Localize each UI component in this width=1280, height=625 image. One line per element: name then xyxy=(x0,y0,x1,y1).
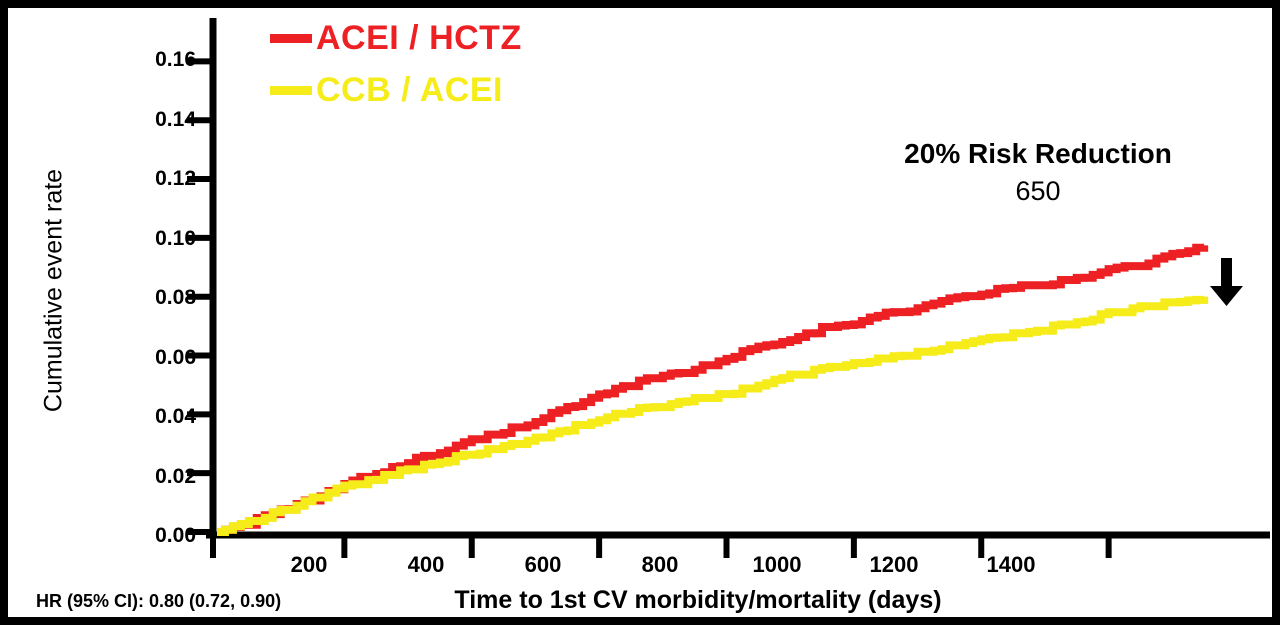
hazard-ratio-footnote: HR (95% CI): 0.80 (0.72, 0.90) xyxy=(36,591,282,611)
line-swatch-yellow xyxy=(270,85,312,95)
series-line-acei-hctz xyxy=(217,243,1209,536)
legend-label: CCB / ACEI xyxy=(316,71,503,109)
xtick-label: 1000 xyxy=(752,552,802,577)
chart-legend: ACEI / HCTZ CCB / ACEI xyxy=(270,12,790,116)
xtick-label: 1400 xyxy=(986,552,1036,577)
risk-reduction-count: 650 xyxy=(1015,176,1061,206)
xtick-label: 600 xyxy=(524,552,562,577)
legend-entry-acei-hctz[interactable]: ACEI / HCTZ xyxy=(270,12,790,64)
ytick-label: 0.04 xyxy=(155,405,196,428)
x-axis-ticks xyxy=(210,536,1112,558)
down-arrow-icon xyxy=(1210,258,1243,306)
y-axis-title: Cumulative event rate xyxy=(39,168,68,413)
x-axis-title: Time to 1st CV morbidity/mortality (days… xyxy=(454,586,942,614)
xtick-label: 200 xyxy=(290,552,328,577)
xtick-label: 800 xyxy=(641,552,679,577)
ytick-label: 0.12 xyxy=(155,167,196,190)
ytick-label: 0.16 xyxy=(155,48,196,71)
series-line-ccb-acei xyxy=(217,295,1209,536)
xtick-label: 1200 xyxy=(869,552,919,577)
ytick-label: 0.14 xyxy=(155,108,196,131)
ytick-label: 0.00 xyxy=(155,524,196,547)
legend-entry-ccb-acei[interactable]: CCB / ACEI xyxy=(270,64,790,116)
ytick-label: 0.06 xyxy=(155,346,196,369)
y-axis-ticks xyxy=(187,58,215,535)
chart-panel: 0.00 0.02 0.04 0.06 0.08 0.10 0.12 0.14 … xyxy=(8,8,1272,617)
risk-reduction-text: 20% Risk Reduction xyxy=(904,138,1172,169)
risk-reduction-annotation: 20% Risk Reduction 650 xyxy=(828,136,1248,209)
xtick-label: 400 xyxy=(407,552,445,577)
axis-lines xyxy=(206,18,1270,539)
ytick-label: 0.08 xyxy=(155,286,196,309)
legend-label: ACEI / HCTZ xyxy=(316,19,522,57)
plot-area xyxy=(8,8,1272,617)
line-swatch-red xyxy=(270,33,312,43)
ytick-label: 0.10 xyxy=(155,227,196,250)
ytick-label: 0.02 xyxy=(155,465,196,488)
